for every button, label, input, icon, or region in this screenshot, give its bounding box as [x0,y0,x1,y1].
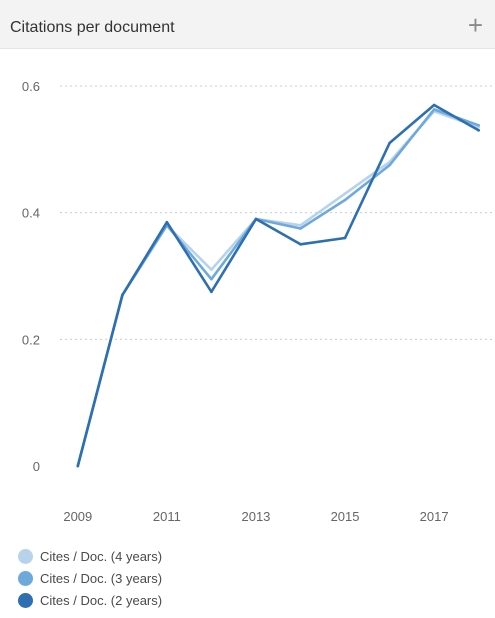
data-point [477,125,480,129]
series-line-0 [76,110,480,468]
x-tick-label: 2011 [153,509,181,524]
data-point [477,123,480,127]
legend-item-3-years[interactable]: Cites / Doc. (3 years) [18,567,162,589]
legend-label: Cites / Doc. (2 years) [40,592,163,608]
series-line-1 [76,108,480,468]
legend-item-4-years[interactable]: Cites / Doc. (4 years) [18,545,162,567]
y-tick-label: 0.6 [22,79,40,94]
data-point [299,224,302,227]
series-line-2 [76,103,480,468]
line-chart: 0 0.2 0.4 0.6 2009 2011 2013 2015 2017 [22,79,492,524]
x-tick-label: 2013 [241,509,270,524]
x-tick-label: 2015 [331,509,360,524]
data-point [343,198,347,202]
data-point [210,290,213,294]
y-tick-label: 0.2 [22,332,40,347]
plus-icon[interactable]: + [467,10,483,40]
data-point [477,129,480,132]
data-point [299,243,302,246]
data-point [254,217,258,221]
legend-swatch [18,570,33,586]
data-point [432,108,436,111]
x-tick-label: 2009 [63,509,92,524]
legend-item-2-years[interactable]: Cites / Doc. (2 years) [18,589,162,611]
x-tick-label: 2017 [420,509,449,524]
legend-label: Cites / Doc. (4 years) [40,548,163,564]
data-point [76,464,80,468]
legend-label: Cites / Doc. (3 years) [40,570,163,586]
data-point [343,236,347,240]
data-point [165,220,169,224]
data-point [299,227,302,230]
data-point [388,163,391,167]
data-point [343,192,347,195]
data-point [388,141,391,145]
data-point [432,103,436,107]
legend-swatch [18,592,33,608]
y-tick-label: 0.4 [22,206,40,221]
data-point [210,268,213,271]
data-point [121,293,124,297]
chart-title: Citations per document [10,19,175,36]
chart-header: Citations per document + [0,0,495,49]
data-point [210,277,213,281]
y-tick-label: 0 [33,459,40,474]
chart-legend: Cites / Doc. (4 years) Cites / Doc. (3 y… [18,545,162,611]
legend-swatch [18,548,33,564]
